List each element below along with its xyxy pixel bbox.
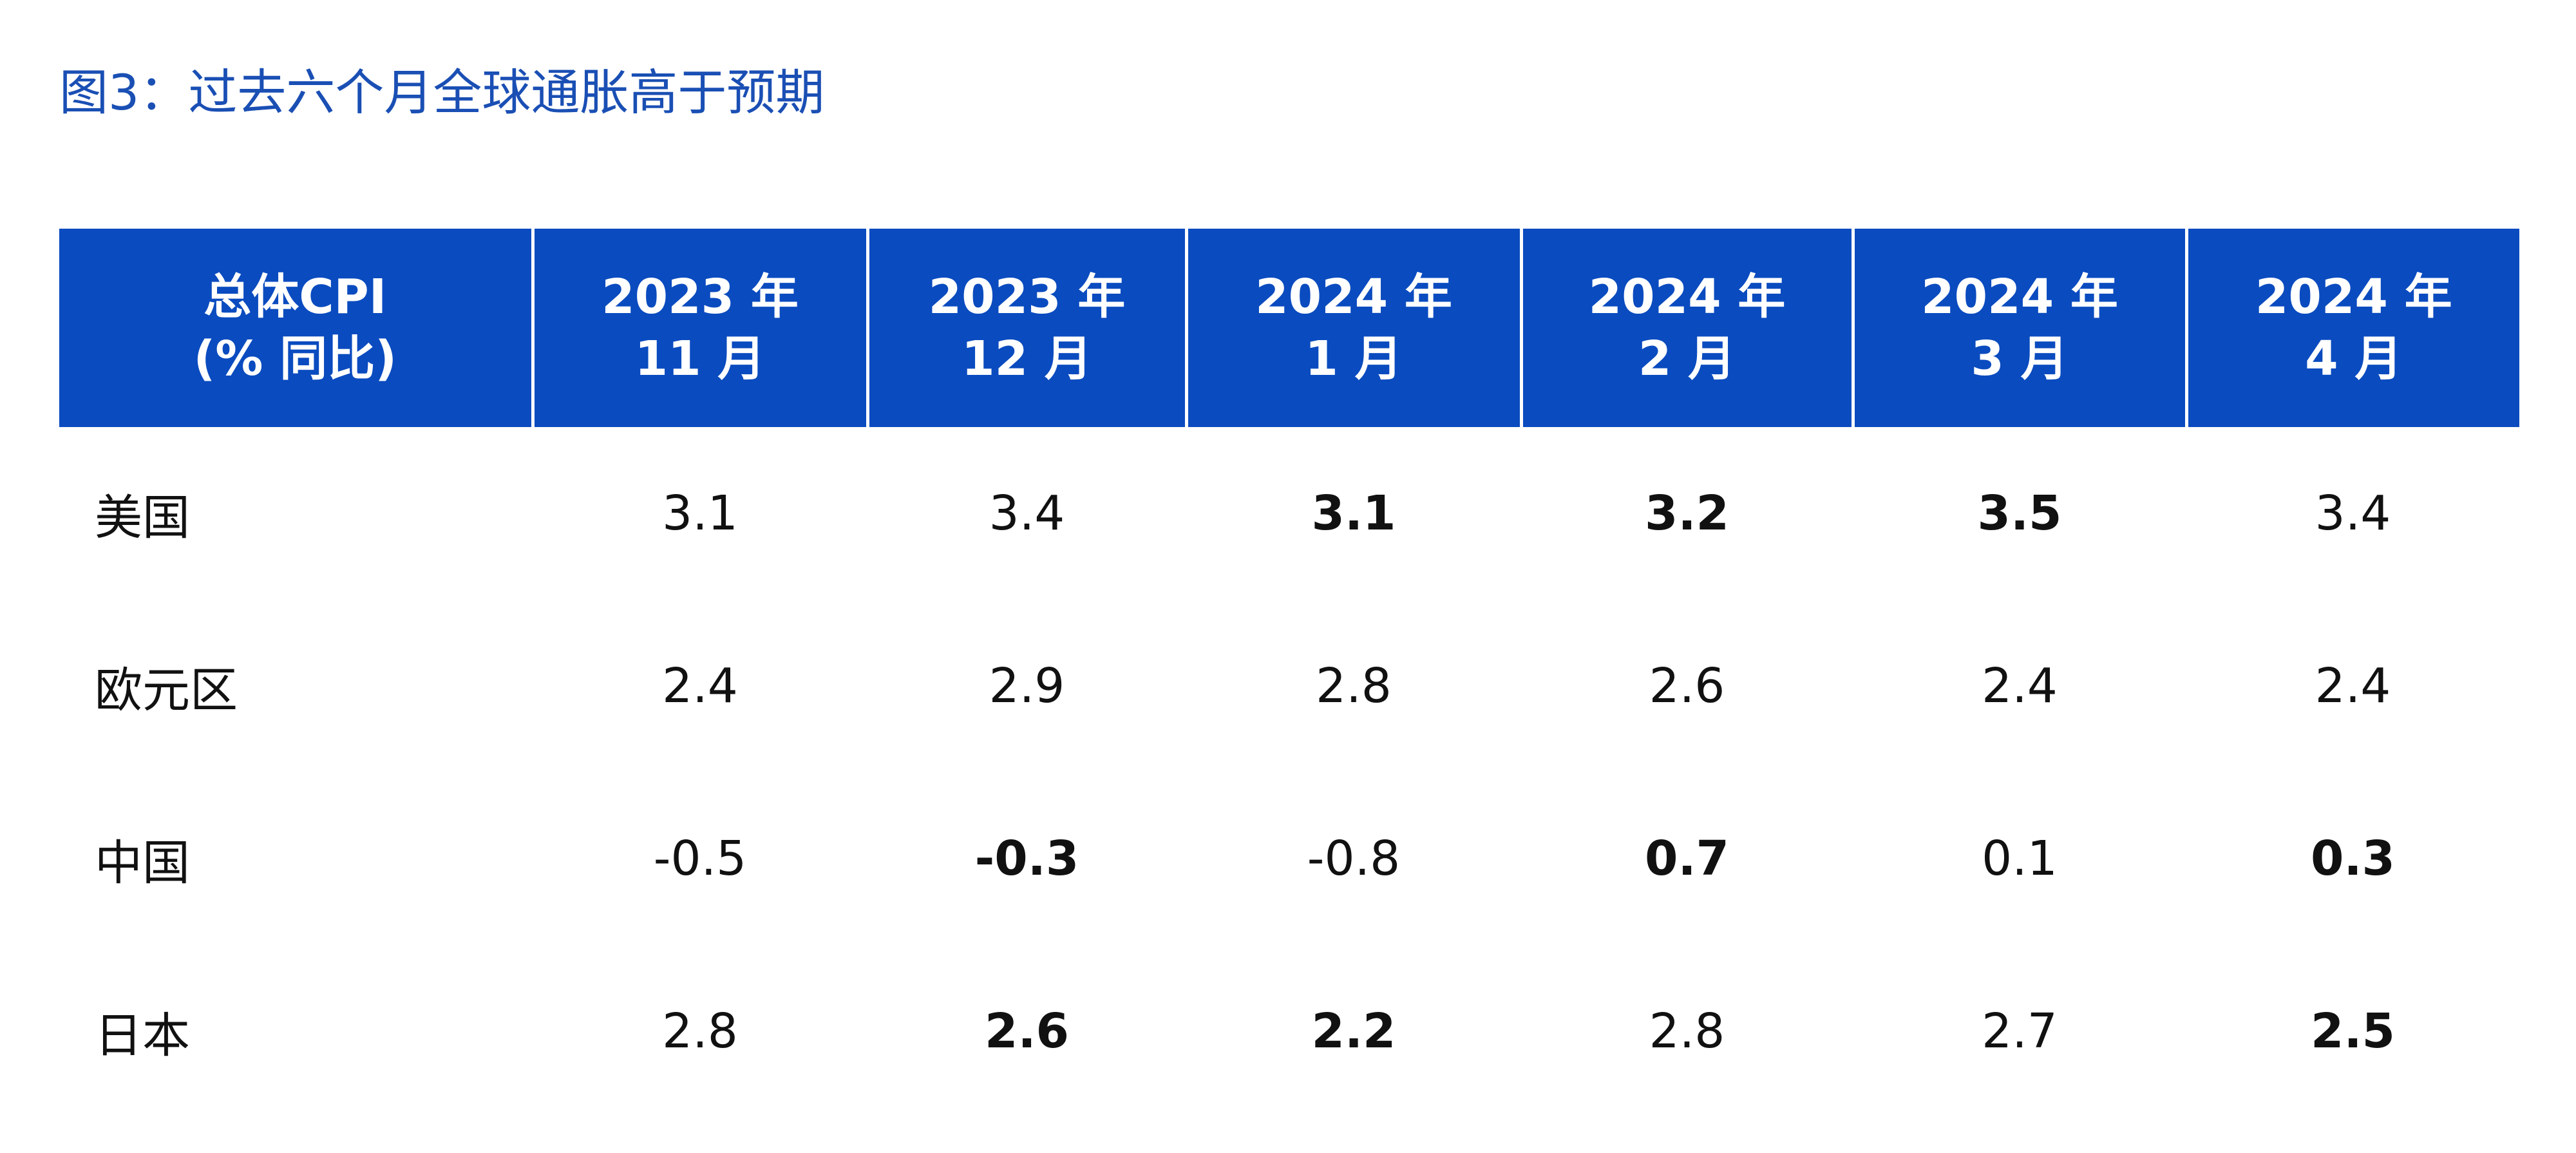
table-row-usa: 美国 3.1 3.4 3.1 3.2 3.5 3.4 [59,427,2519,600]
row-label: 中国 [95,835,190,891]
header-row: 总体CPI (% 同比) 2023 年 11 月 2023 年 12 月 202… [59,229,2519,427]
value-cell: 2.5 [2310,1004,2396,1059]
header-label-line-2: (% 同比) [193,331,397,386]
value-cell: 2.7 [1982,1004,2058,1059]
header-cell-2024-02: 2024 年 2 月 [1519,229,1853,427]
value-cell: 3.5 [1977,486,2062,541]
header-month: 3 月 [1971,331,2069,386]
value-cell: 0.7 [1644,831,1730,886]
header-cell-2023-12: 2023 年 12 月 [866,229,1186,427]
header-label-line-1: 总体CPI [204,269,387,325]
value-cell: 2.2 [1311,1004,1396,1059]
header-year: 2024 年 [1588,269,1786,325]
table-row-china: 中国 -0.5 -0.3 -0.8 0.7 0.1 0.3 [59,772,2519,945]
header-cell-2024-03: 2024 年 3 月 [1851,229,2186,427]
header-cell-2024-01: 2024 年 1 月 [1184,229,1521,427]
value-cell: 3.1 [662,486,738,541]
value-cell: 2.6 [984,1004,1070,1059]
header-year: 2024 年 [1255,269,1452,325]
value-cell: 2.8 [1649,1004,1725,1059]
header-month: 12 月 [961,331,1092,386]
header-year: 2023 年 [601,269,799,325]
value-cell: 2.9 [989,658,1065,714]
header-month: 2 月 [1638,331,1736,386]
table-row-eurozone: 欧元区 2.4 2.9 2.8 2.6 2.4 2.4 [59,600,2519,772]
value-cell: 3.4 [2315,486,2391,541]
header-cell-2023-11: 2023 年 11 月 [531,229,867,427]
header-month: 4 月 [2305,331,2403,386]
value-cell: -0.3 [974,831,1079,886]
value-cell: 2.4 [2315,658,2391,714]
value-cell: 3.2 [1644,486,1730,541]
chart-title: 图3：过去六个月全球通胀高于预期 [59,64,825,121]
value-cell: 3.4 [989,486,1065,541]
row-label: 欧元区 [95,662,238,718]
value-cell: 2.8 [1316,658,1392,714]
row-label: 美国 [95,490,190,546]
header-year: 2023 年 [928,269,1126,325]
value-cell: 3.1 [1311,486,1396,541]
value-cell: 2.4 [1982,658,2058,714]
value-cell: 2.8 [662,1004,738,1059]
header-month: 11 月 [634,331,766,386]
cpi-table: 总体CPI (% 同比) 2023 年 11 月 2023 年 12 月 202… [59,229,2519,1118]
value-cell: 2.4 [662,658,738,714]
value-cell: 2.6 [1649,658,1725,714]
header-month: 1 月 [1305,331,1403,386]
header-year: 2024 年 [2255,269,2452,325]
table-row-japan: 日本 2.8 2.6 2.2 2.8 2.7 2.5 [59,945,2519,1118]
header-cell-2024-04: 2024 年 4 月 [2184,229,2519,427]
value-cell: 0.1 [1982,831,2058,886]
table-body: 美国 3.1 3.4 3.1 3.2 3.5 3.4 欧元区 2.4 2.9 2.8 2.6 2.4 2.… [59,427,2519,1118]
row-label: 日本 [95,1007,190,1063]
value-cell: -0.5 [653,831,747,886]
header-year: 2024 年 [1921,269,2118,325]
value-cell: -0.8 [1307,831,1401,886]
value-cell: 0.3 [2310,831,2396,886]
header-cell-label: 总体CPI (% 同比) [59,229,533,427]
